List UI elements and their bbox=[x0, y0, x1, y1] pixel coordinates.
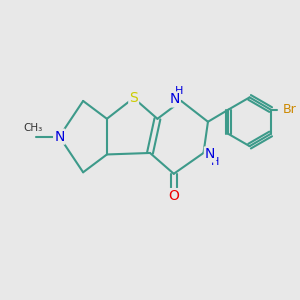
Text: H: H bbox=[175, 86, 183, 96]
Text: N: N bbox=[169, 92, 180, 106]
Text: N: N bbox=[205, 148, 215, 161]
Text: CH₃: CH₃ bbox=[23, 123, 42, 133]
Text: O: O bbox=[168, 189, 179, 203]
Text: S: S bbox=[129, 91, 138, 105]
Text: Br: Br bbox=[283, 103, 296, 116]
Text: N: N bbox=[54, 130, 64, 144]
Text: H: H bbox=[211, 157, 219, 167]
